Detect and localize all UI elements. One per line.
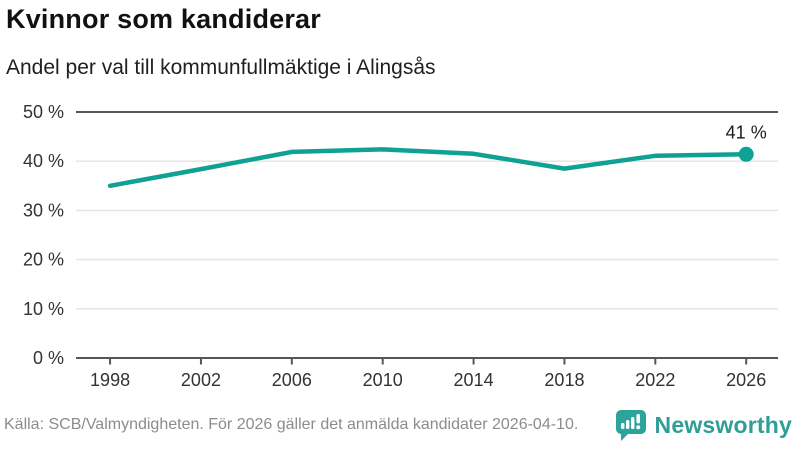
svg-text:20 %: 20 %	[23, 250, 64, 270]
svg-text:40 %: 40 %	[23, 151, 64, 171]
svg-text:2018: 2018	[544, 370, 584, 390]
page-title: Kvinnor som kandiderar	[6, 4, 321, 34]
svg-text:1998: 1998	[90, 370, 130, 390]
svg-text:41 %: 41 %	[726, 122, 767, 142]
newsworthy-logo-icon	[615, 410, 646, 441]
svg-text:2006: 2006	[272, 370, 312, 390]
brand: Newsworthy	[614, 408, 792, 442]
chart-subtitle: Andel per val till kommunfullmäktige i A…	[6, 56, 436, 79]
svg-text:10 %: 10 %	[23, 299, 64, 319]
svg-text:2022: 2022	[635, 370, 675, 390]
brand-name: Newsworthy	[654, 411, 792, 438]
svg-text:2026: 2026	[726, 370, 766, 390]
svg-text:50 %: 50 %	[23, 102, 64, 122]
svg-text:2002: 2002	[181, 370, 221, 390]
chart-footer: Källa: SCB/Valmyndigheten. För 2026 gäll…	[0, 404, 800, 450]
svg-text:2010: 2010	[363, 370, 403, 390]
svg-text:0 %: 0 %	[33, 348, 64, 368]
source-note: Källa: SCB/Valmyndigheten. För 2026 gäll…	[4, 416, 579, 433]
svg-text:2014: 2014	[454, 370, 494, 390]
svg-text:30 %: 30 %	[23, 200, 64, 220]
